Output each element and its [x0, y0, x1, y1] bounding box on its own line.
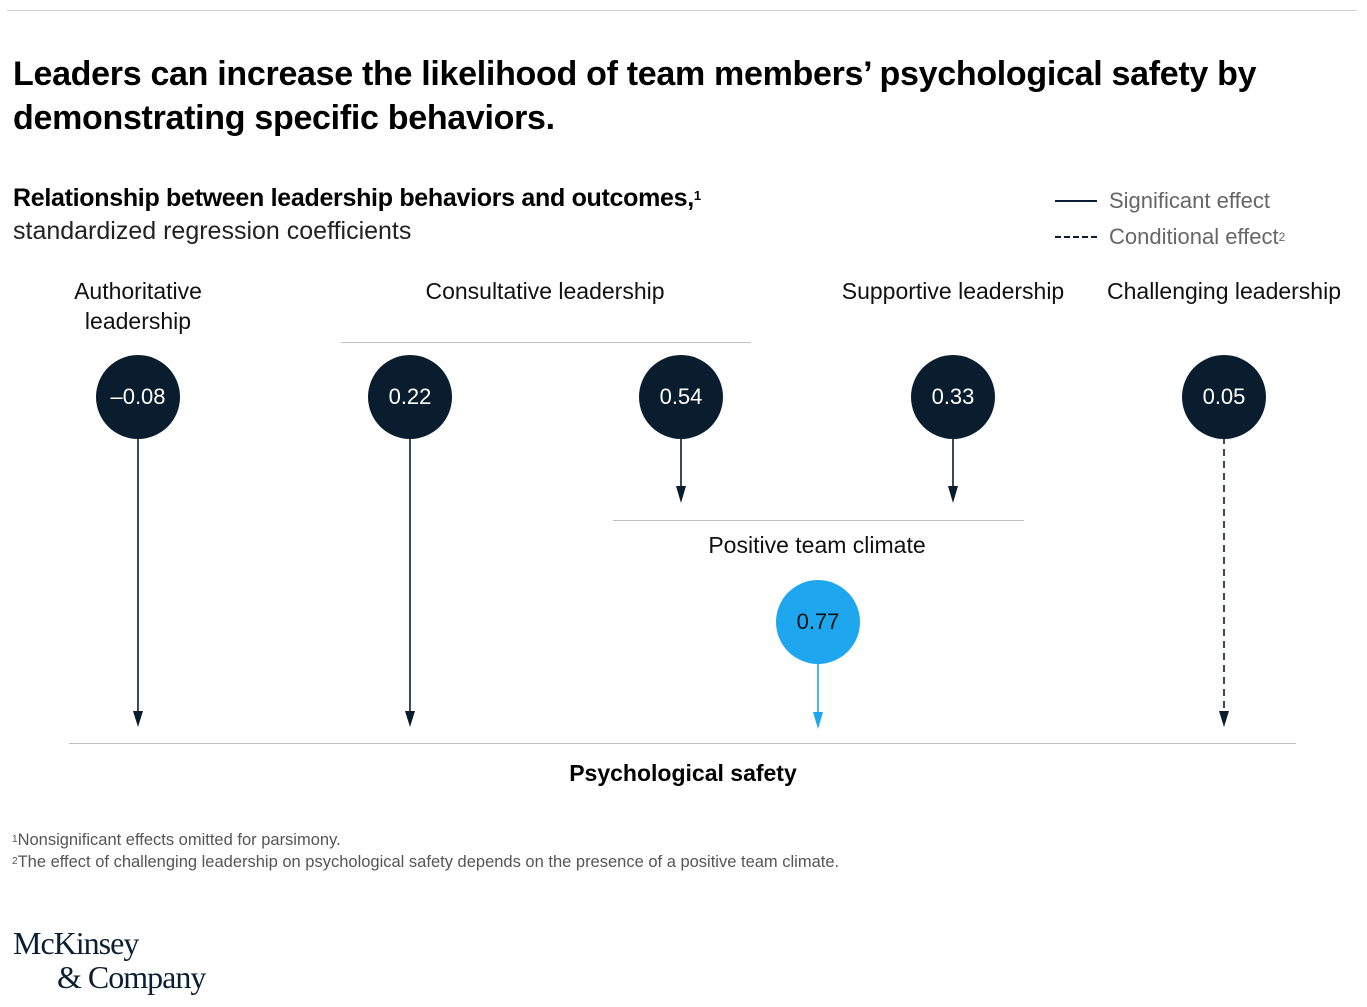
arrow-supportive [948, 437, 958, 503]
chart-subtitle-text: Relationship between leadership behavior… [13, 184, 694, 212]
consultative-group-rule [341, 342, 751, 343]
coefficient-consultative-safety: 0.22 [368, 355, 452, 439]
coefficient-consultative-climate: 0.54 [639, 355, 723, 439]
legend: Significant effect Conditional effect 2 [1055, 183, 1285, 255]
arrow-consultative-safety [405, 437, 415, 727]
arrow-climate [813, 662, 823, 729]
label-authoritative: Authoritative leadership [74, 278, 202, 334]
coefficient-challenging: 0.05 [1182, 355, 1266, 439]
logo-line-1: McKinsey [13, 925, 139, 961]
climate-rule [613, 520, 1024, 521]
outcome-rule [69, 743, 1296, 744]
footnote-ref: 1 [693, 188, 701, 203]
logo-line-2: & Company [57, 959, 206, 995]
coefficient-supportive: 0.33 [911, 355, 995, 439]
footnotes: 1Nonsignificant effects omitted for pars… [12, 829, 839, 873]
footnote-marker: 1 [12, 834, 18, 845]
solid-line-icon [1055, 200, 1097, 202]
legend-label: Significant effect [1109, 188, 1271, 213]
coefficient-authoritative: –0.08 [96, 355, 180, 439]
legend-label: Conditional effect [1109, 224, 1279, 249]
top-divider [7, 10, 1357, 11]
footnote-ref: 2 [1278, 230, 1286, 244]
label-supportive: Supportive leadership [841, 278, 1065, 304]
footnote-2: 2The effect of challenging leadership on… [12, 851, 839, 873]
coefficient-climate: 0.77 [776, 580, 860, 664]
chart-units: standardized regression coefficients [13, 217, 412, 245]
footnote-marker: 2 [12, 856, 18, 867]
legend-item-conditional: Conditional effect 2 [1055, 219, 1285, 255]
footnote-text: The effect of challenging leadership on … [17, 853, 840, 871]
page-title: Leaders can increase the likelihood of t… [13, 55, 1257, 137]
arrow-consultative-climate [676, 437, 686, 503]
arrow-authoritative [133, 437, 143, 727]
footnote-1: 1Nonsignificant effects omitted for pars… [12, 829, 839, 851]
outcome-label: Psychological safety [569, 760, 797, 786]
dashed-line-icon [1055, 236, 1097, 238]
label-challenging: Challenging leadership [1107, 278, 1341, 304]
climate-label: Positive team climate [708, 532, 926, 558]
arrow-challenging [1219, 437, 1229, 727]
footnote-text: Nonsignificant effects omitted for parsi… [17, 831, 341, 849]
legend-item-significant: Significant effect [1055, 183, 1285, 219]
chart-subtitle: Relationship between leadership behavior… [13, 182, 701, 214]
label-consultative: Consultative leadership [425, 278, 665, 304]
mckinsey-logo: McKinsey & Company [13, 925, 206, 995]
